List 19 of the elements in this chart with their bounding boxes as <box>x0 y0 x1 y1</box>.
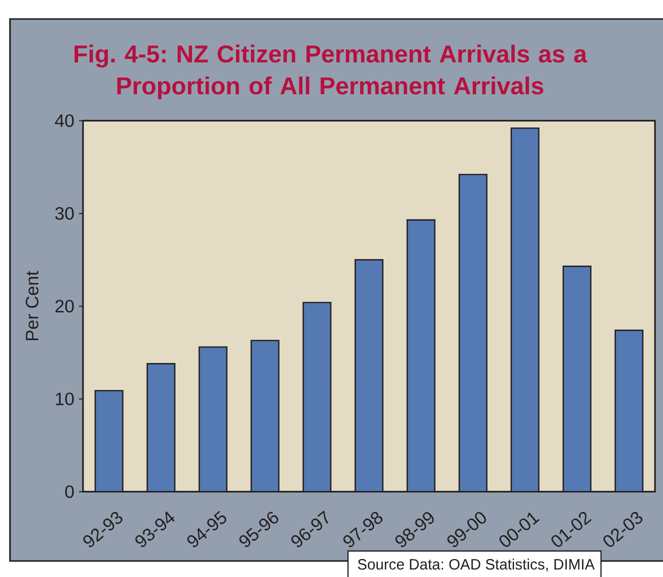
bar <box>614 330 644 492</box>
y-tick-label: 30 <box>55 207 74 220</box>
bar <box>94 390 124 492</box>
y-axis-title: Per Cent <box>26 270 38 340</box>
chart-title: Fig. 4-5: NZ Citizen Permanent Arrivals as a Proportion of All Permanent Arrivals <box>74 44 588 100</box>
bar <box>354 259 384 492</box>
y-tick-label: 20 <box>55 300 74 313</box>
bar <box>302 302 332 492</box>
bar <box>198 346 228 492</box>
y-tick-label: 40 <box>54 114 74 128</box>
bar <box>458 174 488 492</box>
bar <box>510 127 540 492</box>
y-tick-label: 10 <box>56 392 74 406</box>
bar <box>406 219 436 492</box>
y-tick-label: 0 <box>65 485 74 498</box>
source-note: Source Data: OAD Statistics, DIMIA <box>358 558 595 572</box>
bar <box>250 340 280 492</box>
bar <box>562 266 592 492</box>
bar <box>146 363 176 492</box>
